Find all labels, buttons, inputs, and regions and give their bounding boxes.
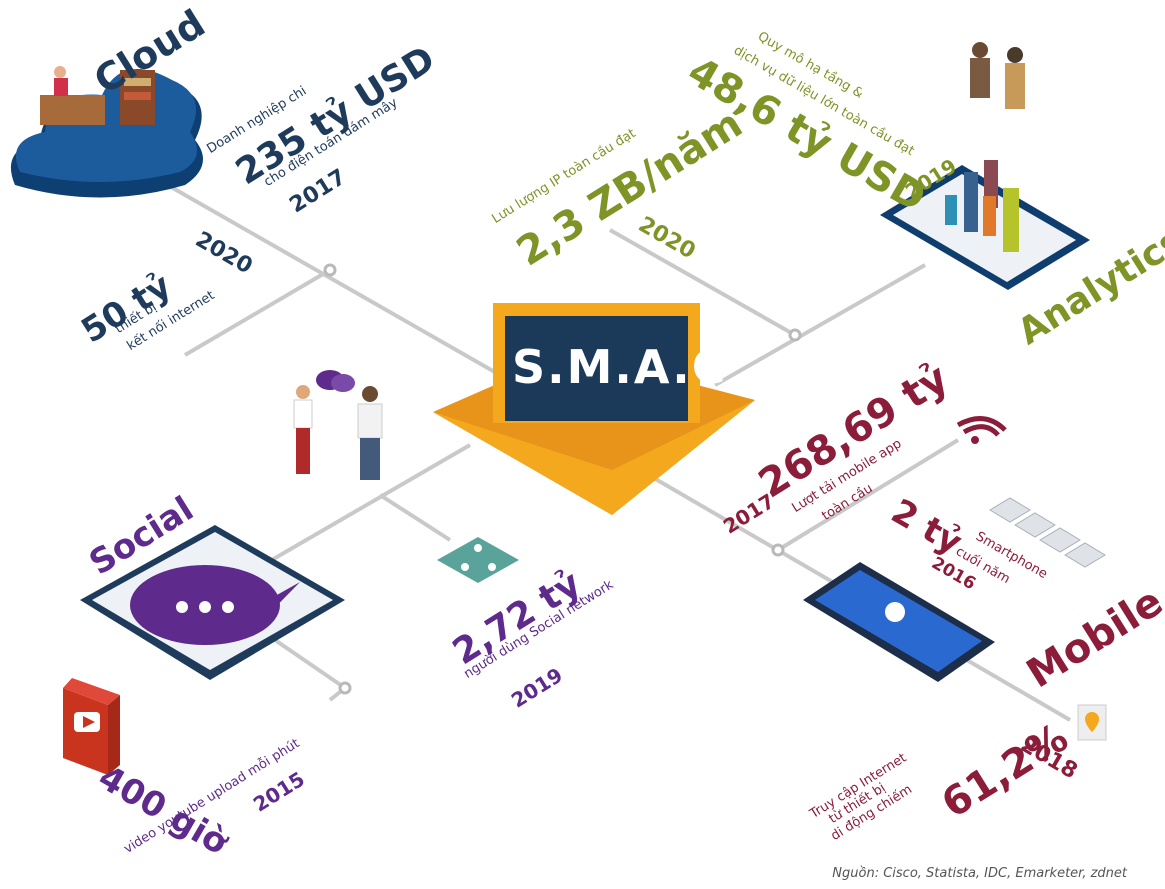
youtube-icon	[63, 678, 120, 775]
analytics-tablet-illustration	[880, 42, 1090, 290]
smartphones-icon	[989, 497, 1106, 568]
cloud-illustration	[10, 66, 204, 198]
location-pin-icon	[1077, 704, 1107, 741]
smac-platform	[433, 303, 755, 515]
social-tablet-illustration	[80, 525, 345, 680]
center-label: S.M.A.C	[512, 340, 728, 394]
wifi-icon	[956, 416, 1007, 444]
share-icon	[437, 537, 519, 583]
mobile-phone-illustration	[803, 562, 995, 682]
connector-nodes	[323, 263, 802, 695]
social-people-illustration	[293, 370, 383, 480]
source-note: Nguồn: Cisco, Statista, IDC, Emarketer, …	[832, 866, 1127, 881]
